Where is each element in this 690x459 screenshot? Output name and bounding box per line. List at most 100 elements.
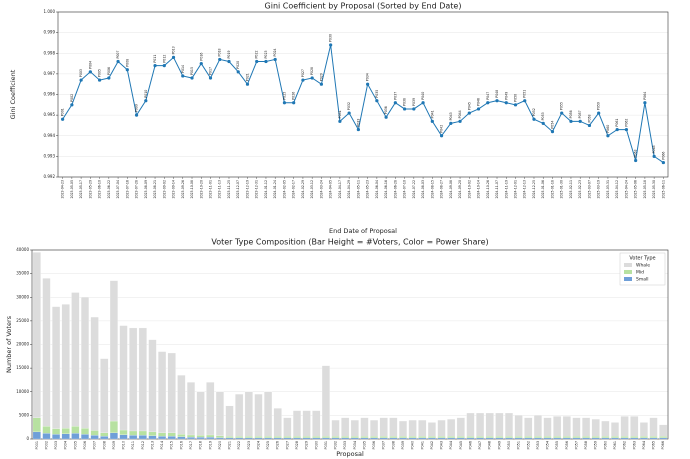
bar-segment (215, 437, 224, 440)
x-tick-label: 2024-05-23 (366, 180, 370, 199)
y-tick-label: 0.996 (44, 92, 56, 97)
bar-segment (601, 436, 610, 438)
point-label: P066 (661, 152, 665, 160)
bar-segment (341, 417, 350, 437)
bar-segment (572, 436, 581, 438)
x-tick-label: 2025-04-24 (624, 180, 628, 199)
plot-frame (57, 11, 669, 178)
x-tick-label: 2024-06-04 (375, 180, 379, 199)
x-tick-label: 2024-08-27 (440, 180, 444, 199)
y-tick-label: 0.997 (44, 71, 56, 76)
point-label: P016 (199, 53, 203, 61)
x-tick-label: 2024-12-25 (532, 180, 536, 199)
x-tick-label: 2024-04-17 (338, 180, 342, 199)
point-label: P018 (218, 48, 222, 56)
x-tick-label: P024 (256, 441, 260, 450)
point (560, 111, 564, 115)
point (652, 154, 656, 158)
bar-segment (418, 420, 427, 437)
point-label: P047 (486, 92, 490, 100)
point-label: P014 (181, 65, 185, 73)
point (439, 134, 444, 138)
bar-segment (341, 437, 350, 440)
point (79, 78, 83, 82)
x-tick-label: P035 (362, 441, 366, 450)
bar-segment (235, 436, 244, 438)
x-tick-label: 2025-04-12 (615, 180, 619, 199)
point (366, 82, 370, 86)
x-tick-label: 2024-05-11 (356, 180, 360, 199)
x-tick-label: P008 (102, 441, 106, 450)
bar-segment (476, 412, 485, 437)
bar-segment (639, 422, 648, 437)
point-label: P007 (116, 50, 120, 58)
point-label: P013 (172, 46, 176, 54)
point (467, 111, 471, 115)
point-label: P054 (550, 121, 554, 129)
bar-segment (138, 327, 147, 432)
x-tick-label: P021 (228, 441, 232, 450)
bar-segment (505, 437, 513, 440)
bar-segment (370, 420, 379, 437)
point (412, 107, 416, 111)
point-label: P022 (255, 50, 259, 58)
x-tick-label: 2023-05-29 (88, 180, 92, 199)
bar-segment (408, 436, 417, 438)
point-label: P050 (514, 94, 518, 102)
bar-segment (196, 435, 205, 438)
x-tick-label: P004 (64, 441, 68, 450)
bar-segment (129, 327, 138, 432)
point (61, 117, 65, 121)
bar-segment (437, 420, 446, 437)
x-tick-label: P012 (141, 441, 145, 450)
bar-segment (254, 437, 263, 440)
x-tick-label: 2025-03-07 (587, 180, 591, 199)
x-tick-label: 2023-08-09 (144, 180, 148, 199)
bar-segment (379, 437, 388, 440)
bar-segment (264, 391, 273, 437)
point-label: P019 (227, 50, 231, 58)
x-tick-label: 2023-09-26 (181, 180, 185, 199)
x-tick-label: P029 (305, 441, 309, 450)
bar-segment (408, 420, 417, 437)
bar-segment (52, 428, 61, 435)
bar-segment (254, 436, 263, 438)
bar-segment (389, 436, 398, 438)
bar-segment (601, 437, 610, 440)
x-tick-label: P009 (112, 441, 116, 450)
point-label: P043 (449, 112, 453, 120)
point-label: P005 (98, 69, 102, 77)
x-tick-label: 2023-06-22 (107, 180, 111, 199)
bar-segment (659, 436, 668, 438)
bar-segment (514, 437, 523, 440)
x-tick-label: P066 (661, 441, 665, 450)
point-label: P015 (190, 67, 194, 75)
point (282, 101, 287, 105)
point (292, 101, 296, 105)
point (116, 59, 120, 64)
bar-segment (495, 412, 504, 437)
point (236, 70, 240, 74)
x-tick-label: P003 (54, 441, 58, 450)
x-tick-label: P016 (179, 441, 183, 450)
bar-segment (485, 436, 494, 438)
x-tick-label: P049 (497, 441, 501, 450)
bar-segment (495, 437, 504, 440)
bar-segment (360, 437, 369, 440)
x-tick-label: P019 (208, 441, 212, 450)
x-tick-label: 2023-07-28 (135, 180, 139, 199)
point-label: P031 (338, 110, 342, 118)
point-label: P048 (495, 90, 499, 98)
y-axis-label: Gini Coefficient (9, 69, 17, 119)
x-tick-label: P028 (295, 441, 299, 450)
x-tick-label: 2025-05-18 (643, 180, 647, 199)
point (88, 70, 92, 74)
point-label: P023 (264, 50, 268, 58)
point-label: P033 (356, 119, 360, 127)
x-tick-label: 2024-03-24 (319, 180, 323, 199)
bar-segment (42, 426, 51, 434)
bar-segment (235, 394, 244, 437)
x-tick-label: 2025-02-23 (578, 180, 582, 199)
x-tick-label: P025 (266, 441, 270, 450)
